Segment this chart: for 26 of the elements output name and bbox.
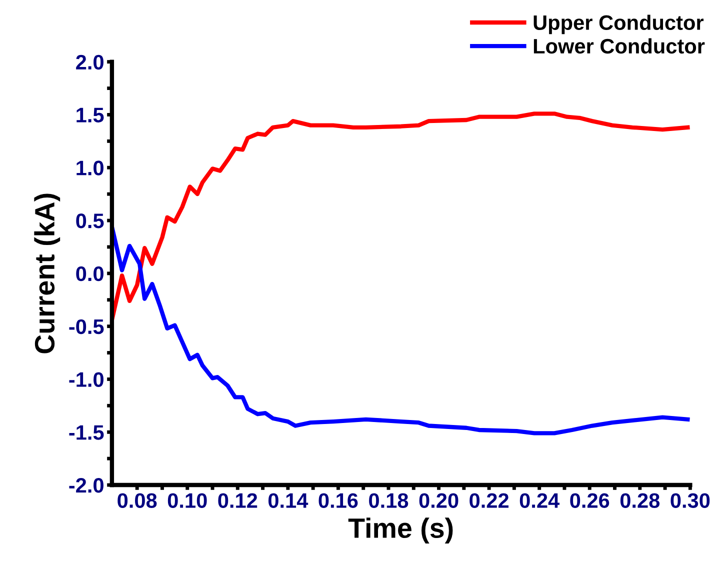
y-tick-label: 1.5 (76, 108, 104, 122)
legend-label: Upper Conductor (534, 14, 704, 34)
y-tick-label: 2.0 (76, 54, 104, 70)
y-tick-label: 0.5 (76, 214, 104, 228)
y-tick-label: 1.0 (76, 160, 104, 176)
x-tick-label: 0.18 (369, 493, 408, 508)
x-tick-label: 0.20 (419, 493, 458, 508)
y-tick-label: 0.0 (76, 266, 104, 282)
x-tick-label: 0.30 (670, 493, 710, 508)
x-tick-label: 0.22 (470, 493, 508, 508)
x-tick-label: 0.28 (620, 493, 660, 508)
x-tick-label: 0.26 (570, 493, 610, 508)
legend-label: Lower Conductor (534, 38, 705, 54)
x-tick-label: 0.14 (268, 493, 308, 508)
y-tick-label: -0.5 (69, 319, 104, 334)
text: 0.10 (168, 493, 207, 508)
y-axis-title: Current (kA) (34, 194, 60, 354)
x-tick-label: 0.08 (118, 493, 157, 508)
x-tick-label: 0.12 (218, 493, 258, 508)
y-tick-label: -1.0 (69, 372, 104, 387)
x-axis-title: Time (s) (348, 518, 453, 544)
x-tick-label: 0.16 (318, 493, 358, 508)
x-tick-label: 0.24 (520, 493, 560, 508)
y-tick-label: -1.5 (69, 425, 104, 440)
y-tick-label: -2.0 (69, 478, 104, 493)
line-series (112, 224, 690, 436)
